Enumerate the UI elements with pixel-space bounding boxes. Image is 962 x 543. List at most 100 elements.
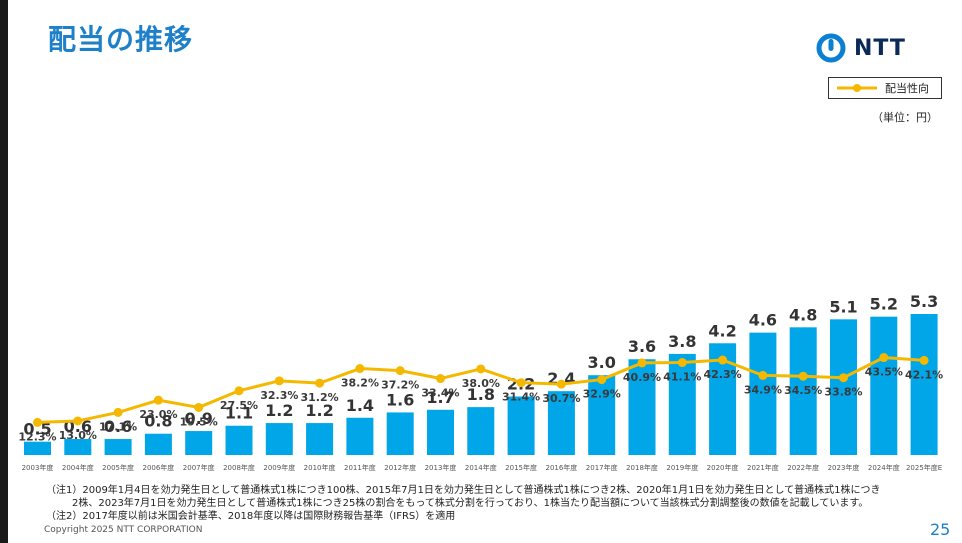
page-number: 25: [930, 520, 951, 539]
payout-ratio-label: 41.1%: [663, 371, 701, 384]
payout-ratio-label: 19.5%: [180, 415, 218, 428]
bar: [427, 409, 454, 455]
bar-value-label: 1.1: [225, 404, 253, 423]
x-tick-label: 2008年度: [223, 463, 255, 472]
payout-ratio-point: [758, 370, 768, 380]
x-tick-label: 2024年度: [868, 463, 900, 472]
x-tick-label: 2004年度: [62, 463, 94, 472]
logo-text: NTT: [854, 35, 906, 61]
x-tick-label: 2017年度: [586, 463, 618, 472]
bar-value-label: 4.2: [708, 321, 736, 340]
ntt-logo: NTT: [816, 30, 906, 66]
bar-value-label: 0.9: [185, 409, 213, 428]
copyright: Copyright 2025 NTT CORPORATION: [44, 525, 203, 535]
payout-ratio-label: 38.2%: [341, 377, 379, 390]
bar-value-label: 4.8: [789, 305, 817, 324]
bar-value-label: 1.7: [426, 388, 454, 407]
x-tick-label: 2010年度: [304, 463, 336, 472]
footnote-1-cont: 2株、2023年7月1日を効力発生日として普通株式1株につき25株の割合をもって…: [72, 498, 869, 509]
ntt-logo-icon: [816, 33, 846, 63]
payout-ratio-label: 33.8%: [824, 386, 862, 399]
page-title: 配当の推移: [48, 23, 194, 56]
x-tick-label: 2021年度: [747, 463, 779, 472]
bar: [265, 423, 293, 455]
x-tick-label: 2022年度: [787, 463, 819, 472]
payout-ratio-label: 32.9%: [583, 388, 621, 401]
payout-ratio-point: [637, 358, 647, 368]
payout-ratio-label: 42.1%: [905, 368, 943, 381]
payout-ratio-point: [274, 376, 284, 386]
x-tick-label: 2020年度: [707, 463, 739, 472]
bar: [64, 439, 92, 455]
payout-ratio-point: [879, 353, 889, 363]
payout-ratio-label: 37.2%: [381, 379, 419, 392]
payout-ratio-point: [234, 386, 244, 396]
x-tick-label: 2005年度: [102, 463, 134, 472]
bar: [910, 314, 938, 455]
x-tick-label: 2025年度E: [906, 463, 942, 472]
bar: [668, 353, 696, 455]
legend-label: 配当性向: [885, 82, 929, 95]
payout-ratio-point: [395, 366, 405, 376]
x-tick-label: 2023年度: [828, 463, 860, 472]
footnotes: （注1）2009年1月4日を効力発生日として普通株式1株につき100株、2015…: [46, 484, 946, 523]
payout-ratio-point: [516, 378, 526, 388]
bar: [628, 359, 656, 455]
payout-ratio-label: 17.1%: [99, 420, 137, 433]
bar: [185, 431, 213, 455]
bar: [588, 375, 616, 455]
payout-ratio-label: 42.3%: [704, 368, 742, 381]
payout-ratio-label: 32.3%: [260, 389, 298, 402]
legend-line-marker: [837, 84, 877, 92]
chart-legend: 配当性向: [828, 77, 942, 99]
bar: [830, 319, 857, 455]
x-tick-label: 2003年度: [22, 463, 54, 472]
payout-ratio-label: 31.2%: [301, 391, 339, 404]
bar-value-label: 5.3: [910, 292, 938, 311]
bar-value-label: 3.6: [628, 337, 656, 356]
x-tick-label: 2015年度: [505, 463, 537, 472]
bar-value-label: 0.5: [23, 420, 51, 439]
payout-ratio-point: [839, 373, 848, 383]
payout-ratio-point: [919, 355, 929, 365]
bar-value-label: 3.8: [668, 332, 696, 351]
bar: [467, 407, 495, 455]
bar: [507, 396, 535, 455]
payout-ratio-point: [597, 375, 607, 385]
footnote-2: （注2）2017年度以前は米国会計基準、2018年度以降は国際財務報告基準（IF…: [46, 511, 456, 522]
payout-ratio-label: 27.5%: [220, 399, 258, 412]
payout-ratio-label: 34.9%: [744, 383, 782, 396]
x-tick-label: 2007年度: [183, 463, 215, 472]
bar-value-label: 1.2: [265, 401, 293, 420]
bar: [104, 439, 132, 455]
payout-ratio-point: [436, 374, 445, 384]
bar-value-label: 4.6: [749, 311, 777, 330]
payout-ratio-point: [556, 379, 566, 389]
bar: [547, 391, 575, 455]
payout-ratio-point: [677, 358, 687, 368]
bar: [749, 332, 777, 455]
payout-ratio-label: 34.5%: [784, 384, 822, 397]
x-tick-label: 2019年度: [666, 463, 698, 472]
x-tick-label: 2011年度: [344, 463, 376, 472]
x-tick-label: 2014年度: [465, 463, 497, 472]
payout-ratio-point: [798, 371, 808, 381]
bar-value-label: 1.2: [305, 401, 333, 420]
bar-value-label: 3.0: [588, 353, 616, 372]
footnote-1: （注1）2009年1月4日を効力発生日として普通株式1株につき100株、2015…: [46, 485, 881, 496]
payout-ratio-label: 40.9%: [623, 371, 661, 384]
bar: [306, 423, 334, 455]
payout-ratio-label: 33.4%: [421, 387, 459, 400]
payout-ratio-label: 30.7%: [542, 392, 580, 405]
bar: [144, 433, 172, 455]
payout-ratio-label: 38.0%: [462, 377, 500, 390]
payout-ratio-point: [73, 416, 83, 426]
payout-ratio-point: [153, 395, 163, 405]
payout-ratio-point: [718, 355, 728, 365]
bar-value-label: 5.1: [829, 297, 857, 316]
payout-ratio-label: 23.0%: [139, 408, 177, 421]
x-tick-label: 2016年度: [545, 463, 577, 472]
payout-ratio-label: 43.5%: [865, 366, 903, 379]
payout-ratio-point: [33, 417, 42, 427]
